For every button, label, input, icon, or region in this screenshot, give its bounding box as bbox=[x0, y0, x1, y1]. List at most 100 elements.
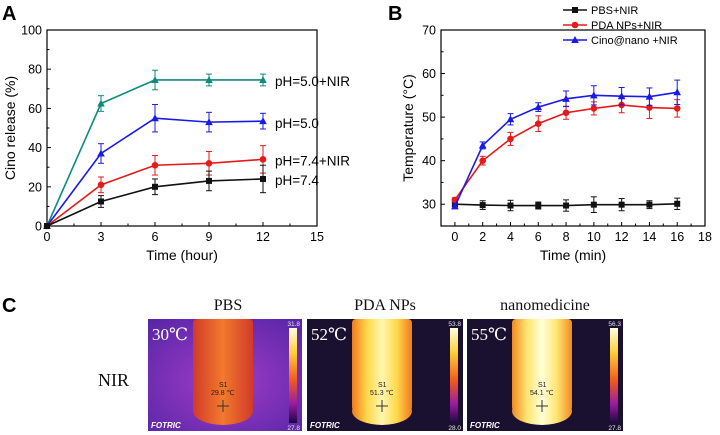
spot-value: 29.8 ℃ bbox=[211, 390, 235, 397]
y-tick-label: 70 bbox=[422, 24, 436, 38]
data-point bbox=[562, 109, 570, 117]
data-point bbox=[646, 201, 653, 208]
series-label: pH=5.0+NIR bbox=[275, 74, 350, 89]
spot-value: 54.1 ℃ bbox=[530, 390, 554, 397]
x-tick-label: 4 bbox=[507, 230, 514, 244]
plot-frame bbox=[440, 29, 706, 227]
data-point bbox=[151, 114, 159, 122]
data-point bbox=[562, 94, 570, 102]
spot-label: S1 bbox=[219, 382, 228, 389]
data-point bbox=[618, 201, 625, 208]
data-point bbox=[152, 183, 158, 190]
data-point bbox=[97, 99, 105, 107]
legend-marker bbox=[571, 36, 579, 43]
y-axis-label: Cino release (%) bbox=[2, 76, 18, 180]
spot-label: S1 bbox=[378, 382, 387, 389]
thermal-temperature: 52℃ bbox=[311, 325, 347, 344]
thermal-title: PDA NPs bbox=[354, 297, 416, 314]
series-label: pH=5.0 bbox=[275, 116, 319, 131]
data-point bbox=[205, 118, 213, 126]
spot-label: S1 bbox=[538, 382, 547, 389]
y-tick-label: 100 bbox=[21, 24, 42, 38]
x-axis-label: Time (hour) bbox=[146, 247, 218, 263]
data-point bbox=[534, 120, 542, 127]
color-scale-bar bbox=[610, 328, 618, 423]
series-pbs-nir bbox=[451, 196, 681, 213]
chart-b: 0 2 4 6 8 10 12 14 16 18 30 40 50 60 70 Time (min) Tempe… bbox=[400, 5, 712, 263]
data-point bbox=[206, 177, 212, 184]
data-point bbox=[563, 202, 570, 209]
x-tick-label: 0 bbox=[451, 230, 458, 244]
data-point bbox=[97, 149, 105, 157]
scale-max: 31.8 bbox=[287, 321, 300, 328]
data-point bbox=[259, 156, 267, 163]
brand-logo: FOTRIC bbox=[470, 421, 500, 430]
scale-max: 53.8 bbox=[448, 321, 461, 328]
thermal-title: nanomedicine bbox=[500, 297, 590, 314]
x-tick-label: 0 bbox=[44, 230, 51, 244]
series-label: pH=7.4+NIR bbox=[275, 153, 350, 168]
x-tick-label: 16 bbox=[670, 230, 684, 244]
series-ph-7-4: pH=7.4 bbox=[44, 164, 319, 229]
brand-logo: FOTRIC bbox=[310, 421, 340, 430]
data-point bbox=[478, 141, 487, 149]
panel-c-label: C bbox=[2, 295, 16, 317]
x-axis-label: Time (min) bbox=[540, 247, 606, 263]
color-scale-bar bbox=[289, 328, 297, 423]
scale-min: 28.0 bbox=[448, 425, 461, 432]
thermal-temperature: 30℃ bbox=[152, 325, 188, 344]
y-tick-label: 50 bbox=[422, 111, 436, 125]
spot-value: 51.3 ℃ bbox=[370, 390, 394, 397]
data-point bbox=[674, 200, 681, 207]
series-pda-nps-nir bbox=[451, 96, 681, 204]
data-point bbox=[506, 115, 515, 123]
panel-b-label: B bbox=[388, 3, 402, 25]
x-tick-label: 18 bbox=[698, 230, 712, 244]
x-tick-label: 6 bbox=[535, 230, 542, 244]
y-tick-label: 40 bbox=[422, 154, 436, 168]
data-point bbox=[98, 198, 104, 205]
data-point bbox=[590, 201, 597, 208]
y-axis-label: Temperature (°C) bbox=[400, 74, 416, 182]
x-tick-label: 15 bbox=[310, 230, 324, 244]
test-tube bbox=[352, 319, 412, 411]
series-ph-5-0-nir: pH=5.0+NIR bbox=[43, 69, 350, 229]
series-line bbox=[46, 79, 263, 227]
x-tick-label: 6 bbox=[152, 230, 159, 244]
data-point bbox=[151, 161, 159, 169]
x-tick-label: 8 bbox=[563, 230, 570, 244]
data-point bbox=[479, 202, 486, 209]
legend-label: PDA NPs+NIR bbox=[591, 20, 662, 32]
data-point bbox=[646, 104, 653, 111]
data-point bbox=[673, 105, 681, 112]
color-scale-bar bbox=[450, 328, 458, 423]
legend-label: Cino@nano +NIR bbox=[591, 35, 678, 47]
series-label: pH=7.4 bbox=[275, 173, 319, 188]
y-tick-label: 60 bbox=[28, 102, 42, 116]
x-tick-label: 10 bbox=[587, 230, 601, 244]
scale-max: 56.3 bbox=[608, 321, 621, 328]
data-point bbox=[617, 92, 626, 100]
data-point bbox=[673, 88, 682, 96]
data-point bbox=[479, 157, 486, 164]
thermal-row-label: NIR bbox=[98, 370, 129, 390]
series-cino-nano-nir bbox=[451, 79, 682, 210]
data-point bbox=[97, 181, 105, 189]
legend-marker bbox=[572, 7, 578, 13]
data-point bbox=[534, 103, 543, 111]
data-point bbox=[205, 75, 213, 83]
y-tick-label: 0 bbox=[35, 220, 42, 234]
x-tick-label: 9 bbox=[206, 230, 213, 244]
x-tick-label: 2 bbox=[479, 230, 486, 244]
data-point bbox=[507, 202, 514, 209]
legend-label: PBS+NIR bbox=[591, 5, 638, 17]
thermal-temperature: 55℃ bbox=[471, 325, 507, 344]
data-point bbox=[590, 91, 598, 99]
scale-min: 27.8 bbox=[608, 425, 621, 432]
data-point bbox=[151, 75, 159, 83]
data-point bbox=[645, 92, 654, 100]
